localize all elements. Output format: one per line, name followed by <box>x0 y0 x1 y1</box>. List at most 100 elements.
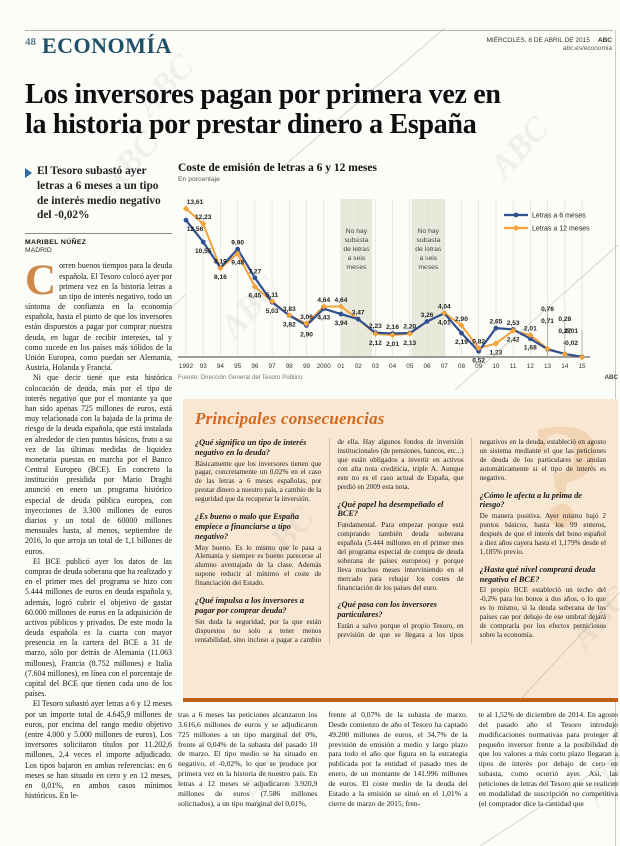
qa-question: ¿Es bueno o malo que España empiece a fi… <box>195 512 299 541</box>
svg-text:0,76: 0,76 <box>541 306 554 313</box>
headline: Los inversores pagan por primera vez en … <box>25 80 617 140</box>
svg-text:0,01: 0,01 <box>565 328 578 335</box>
svg-text:1992: 1992 <box>179 363 194 370</box>
svg-text:1,23: 1,23 <box>489 350 502 357</box>
svg-text:2,42: 2,42 <box>507 337 520 344</box>
header-meta: MIÉRCOLES, 8 DE ABRIL DE 2015 ABC abc.es/… <box>486 37 612 54</box>
svg-text:12: 12 <box>527 363 535 370</box>
svg-text:11: 11 <box>510 363 517 370</box>
author-location: MADRID <box>25 247 52 255</box>
svg-text:meses: meses <box>418 264 439 271</box>
qa-box-title: Principales consecuencias <box>195 409 385 428</box>
svg-text:a seis: a seis <box>419 255 437 262</box>
section-title: ECONOMÍA <box>42 33 172 58</box>
svg-text:2000: 2000 <box>317 363 332 370</box>
svg-text:No hay: No hay <box>346 228 368 235</box>
svg-text:-0,02: -0,02 <box>563 340 578 347</box>
svg-text:2,16: 2,16 <box>386 324 399 331</box>
svg-text:04: 04 <box>389 363 397 370</box>
svg-text:4,64: 4,64 <box>335 297 348 304</box>
qa-question: ¿Qué impulsa a los inversores a pagar po… <box>195 596 305 615</box>
svg-text:3,83: 3,83 <box>283 306 296 313</box>
author-name: MARIBEL NÚÑEZ <box>25 239 87 247</box>
svg-text:2,19: 2,19 <box>455 339 468 346</box>
svg-text:0,52: 0,52 <box>472 357 485 364</box>
svg-text:subasta: subasta <box>345 237 369 244</box>
svg-text:2,13: 2,13 <box>403 340 416 347</box>
svg-text:94: 94 <box>217 363 225 370</box>
svg-text:Letras a 12 meses: Letras a 12 meses <box>532 225 590 232</box>
svg-text:meses: meses <box>346 264 367 271</box>
qa-question: ¿Qué papel ha desempeñado el BCE? <box>337 499 444 519</box>
svg-text:14: 14 <box>561 363 569 370</box>
svg-text:99: 99 <box>303 363 311 370</box>
svg-text:01: 01 <box>337 363 345 370</box>
svg-text:0,71: 0,71 <box>541 318 554 325</box>
left-column: El Tesoro subastó ayer letras a 6 meses … <box>25 164 172 846</box>
svg-text:8,19: 8,19 <box>214 258 227 265</box>
article-paragraph: Ni que decir tiene que esta histórica co… <box>25 373 172 556</box>
qa-box: ? Principales consecuencias ¿Qué signifi… <box>183 399 618 702</box>
article-paragraph: El Tesoro subastó ayer letras a 6 y 12 m… <box>25 699 172 801</box>
svg-text:08: 08 <box>458 363 466 370</box>
svg-text:2,01: 2,01 <box>524 326 537 333</box>
qa-question: ¿Qué significa un tipo de interés negati… <box>195 438 307 457</box>
qa-question: ¿Cómo le afecta a la prima de riesgo? <box>479 490 582 510</box>
svg-text:06: 06 <box>423 363 431 370</box>
qa-answer: Están a salvo porque el propio Tesoro, e… <box>337 438 606 639</box>
chart-title: Coste de emisión de letras a 6 y 12 mese… <box>178 162 377 174</box>
svg-text:2,01: 2,01 <box>386 341 399 348</box>
svg-text:3,26: 3,26 <box>421 312 434 319</box>
letras-chart-svg: No hay subasta de letras a seis meses No hay s… <box>178 199 590 370</box>
svg-text:3,47: 3,47 <box>352 310 365 317</box>
qa-answer: Básicamente que los inversores tienen qu… <box>195 459 322 504</box>
chart-credit: ABC <box>604 374 618 381</box>
qa-answer: Muy bueno. Es lo mismo que le pasa a Ale… <box>195 543 322 588</box>
qa-answer: El propio BCE estableció un techo del -0… <box>479 586 606 639</box>
svg-text:05: 05 <box>406 363 414 370</box>
svg-text:4,43: 4,43 <box>317 315 330 322</box>
bottom-column: frente al 0,07% de la subasta de marzo. … <box>328 710 468 808</box>
svg-text:de letras: de letras <box>343 246 370 253</box>
byline: MARIBEL NÚÑEZ MADRID <box>25 239 172 254</box>
qa-question: ¿Qué pasa con los inversores particulare… <box>337 600 437 620</box>
svg-text:10: 10 <box>492 363 500 370</box>
svg-text:3,06: 3,06 <box>300 314 313 321</box>
bullet-arrow-icon <box>25 168 32 178</box>
svg-text:07: 07 <box>441 363 449 370</box>
qa-question: ¿Hasta qué nivel comprará deuda negativa… <box>479 564 596 584</box>
svg-text:1,68: 1,68 <box>524 345 537 352</box>
question-mark-watermark: ? <box>529 399 604 559</box>
svg-text:2,12: 2,12 <box>369 340 382 347</box>
qa-answer: Fundamental. Para empezar porque está co… <box>337 521 464 592</box>
drop-cap: C <box>25 257 57 305</box>
svg-text:15: 15 <box>578 363 586 370</box>
svg-text:96: 96 <box>251 363 259 370</box>
svg-text:3,82: 3,82 <box>283 321 296 328</box>
brand-mark: ABC <box>597 37 612 44</box>
svg-text:5,03: 5,03 <box>266 308 279 315</box>
svg-text:2,90: 2,90 <box>455 316 468 323</box>
date-line: MIÉRCOLES, 8 DE ABRIL DE 2015 ABC <box>486 37 612 45</box>
svg-text:9,90: 9,90 <box>231 240 244 247</box>
page-number: 48 <box>25 36 36 48</box>
svg-text:2,90: 2,90 <box>300 331 313 338</box>
svg-text:93: 93 <box>200 363 208 370</box>
chart-source-row: Fuente: Dirección General del Tesoro Púb… <box>178 374 618 381</box>
svg-text:6,45: 6,45 <box>248 293 261 300</box>
svg-text:2,65: 2,65 <box>489 319 502 326</box>
svg-text:12,23: 12,23 <box>195 214 212 221</box>
svg-text:4,04: 4,04 <box>438 303 451 310</box>
svg-text:10,55: 10,55 <box>195 248 212 255</box>
headline-line-2: la historia por prestar dinero a España <box>25 108 477 140</box>
svg-text:97: 97 <box>269 363 277 370</box>
letras-chart: Coste de emisión de letras a 6 y 12 mese… <box>178 162 618 381</box>
qa-answer: De manera positiva. Ayer mismo bajó 2 pu… <box>479 512 606 556</box>
bottom-strip: tras a 6 meses las peticiones alcanzaron… <box>178 710 618 846</box>
svg-text:4,01: 4,01 <box>438 319 451 326</box>
qa-columns: ¿Qué significa un tipo de interés negati… <box>195 438 606 644</box>
byline-rule <box>25 233 172 235</box>
headline-line-1: Los inversores pagan por primera vez en <box>25 79 501 110</box>
